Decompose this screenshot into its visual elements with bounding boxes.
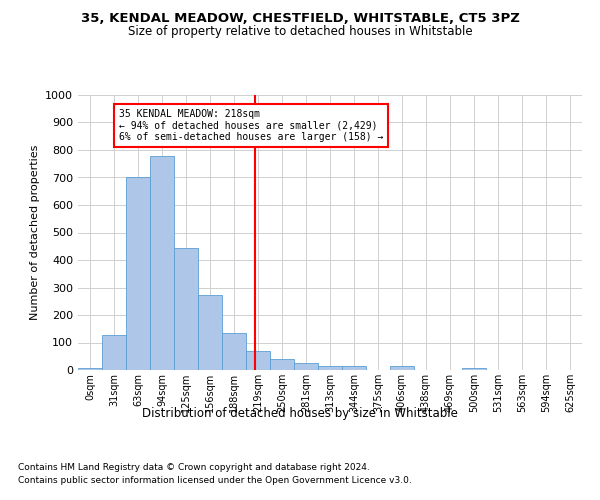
Bar — [174, 248, 198, 370]
Bar — [222, 334, 246, 370]
Bar — [342, 366, 366, 370]
Text: Distribution of detached houses by size in Whitstable: Distribution of detached houses by size … — [142, 408, 458, 420]
Bar — [246, 351, 270, 370]
Bar — [318, 366, 342, 370]
Bar — [126, 178, 150, 370]
Text: Contains public sector information licensed under the Open Government Licence v3: Contains public sector information licen… — [18, 476, 412, 485]
Text: 35 KENDAL MEADOW: 218sqm
← 94% of detached houses are smaller (2,429)
6% of semi: 35 KENDAL MEADOW: 218sqm ← 94% of detach… — [119, 109, 383, 142]
Bar — [102, 335, 126, 370]
Bar — [78, 368, 102, 370]
Y-axis label: Number of detached properties: Number of detached properties — [29, 145, 40, 320]
Bar — [390, 366, 414, 370]
Text: Contains HM Land Registry data © Crown copyright and database right 2024.: Contains HM Land Registry data © Crown c… — [18, 462, 370, 471]
Bar — [294, 363, 318, 370]
Text: 35, KENDAL MEADOW, CHESTFIELD, WHITSTABLE, CT5 3PZ: 35, KENDAL MEADOW, CHESTFIELD, WHITSTABL… — [80, 12, 520, 26]
Text: Size of property relative to detached houses in Whitstable: Size of property relative to detached ho… — [128, 25, 472, 38]
Bar — [462, 368, 486, 370]
Bar — [150, 156, 174, 370]
Bar — [198, 295, 222, 370]
Bar — [270, 359, 294, 370]
